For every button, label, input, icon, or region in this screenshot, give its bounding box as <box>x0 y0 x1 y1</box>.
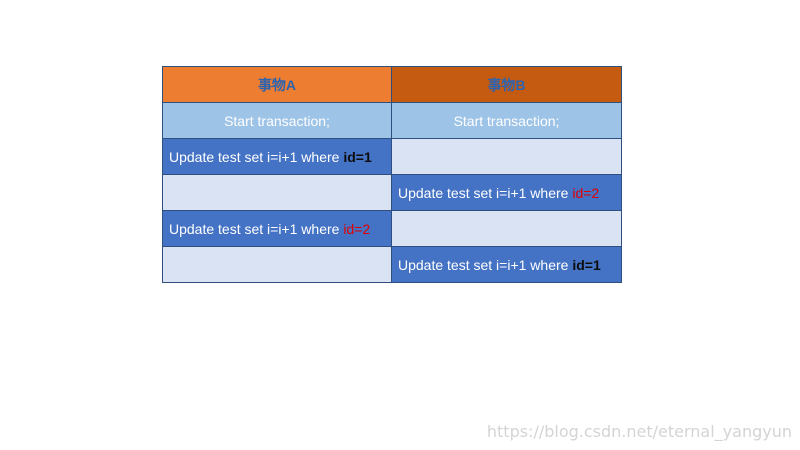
header-transaction-b: 事物B <box>391 66 622 103</box>
table-row: Update test set i=i+1 where id=1 <box>162 246 622 283</box>
start-transaction-a: Start transaction; <box>162 102 392 139</box>
statement-text: Update test set i=i+1 where <box>398 184 573 201</box>
empty-cell <box>162 246 392 283</box>
statement-text: Update test set i=i+1 where <box>169 220 344 237</box>
update-statement-b-2: Update test set i=i+1 where id=1 <box>391 246 622 283</box>
update-statement-b-1: Update test set i=i+1 where id=2 <box>391 174 622 211</box>
update-statement-a-2: Update test set i=i+1 where id=2 <box>162 210 392 247</box>
update-statement-a-1: Update test set i=i+1 where id=1 <box>162 138 392 175</box>
statement-condition: id=1 <box>343 148 372 165</box>
statement-condition: id=2 <box>343 220 371 237</box>
watermark-url: https://blog.csdn.net/eternal_yangyun <box>486 422 792 441</box>
header-transaction-a: 事物A <box>162 66 392 103</box>
table-row: Start transaction; Start transaction; <box>162 102 622 139</box>
start-transaction-b: Start transaction; <box>391 102 622 139</box>
statement-condition: id=2 <box>572 184 600 201</box>
table-row: Update test set i=i+1 where id=2 <box>162 210 622 247</box>
statement-condition: id=1 <box>572 256 601 273</box>
header-row: 事物A 事物B <box>162 66 622 103</box>
empty-cell <box>162 174 392 211</box>
transaction-table: 事物A 事物B Start transaction; Start transac… <box>162 66 622 283</box>
statement-text: Update test set i=i+1 where <box>169 148 344 165</box>
empty-cell <box>391 210 622 247</box>
empty-cell <box>391 138 622 175</box>
statement-text: Update test set i=i+1 where <box>398 256 573 273</box>
table-row: Update test set i=i+1 where id=2 <box>162 174 622 211</box>
table-row: Update test set i=i+1 where id=1 <box>162 138 622 175</box>
